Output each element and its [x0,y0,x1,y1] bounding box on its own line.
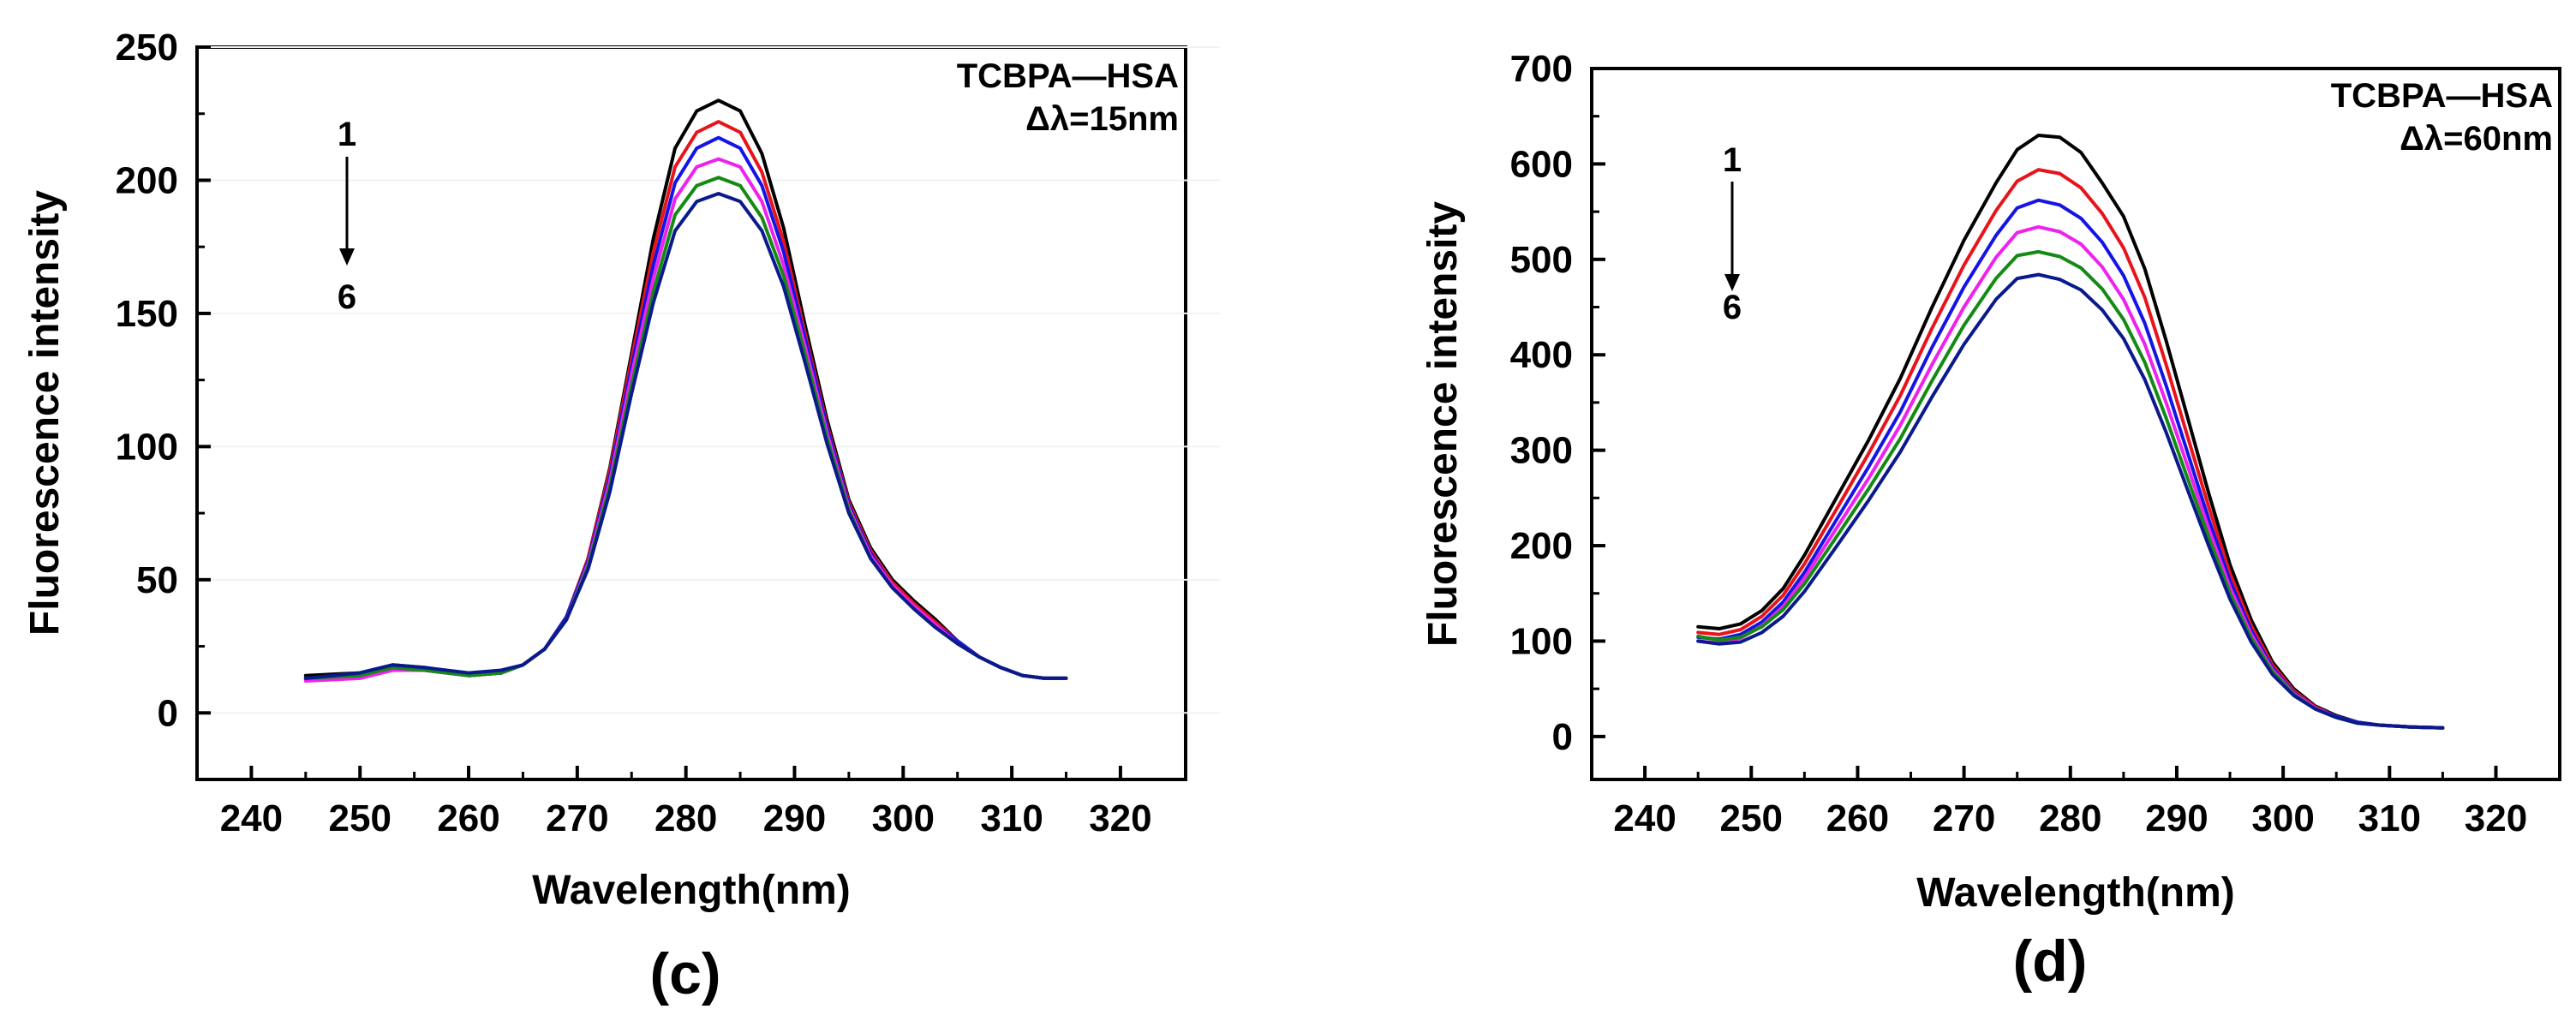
arrow-label-bottom: 6 [338,278,356,316]
series-line-5 [303,176,1068,680]
series-lines [303,99,1068,683]
annotation-title: TCBPA—HSA [2331,77,2553,115]
annotation-title: TCBPA—HSA [957,57,1179,95]
x-tick-label: 310 [980,797,1043,839]
y-tick-label: 700 [1510,48,1573,90]
x-tick-label: 260 [437,797,499,839]
x-tick-label: 250 [1720,797,1783,839]
series-line-2 [303,120,1068,680]
y-tick-label: 600 [1510,143,1573,185]
arrow-label-bottom: 6 [1723,289,1742,326]
y-tick-label: 250 [116,27,178,69]
x-axis-label: Wavelength(nm) [1916,870,2235,916]
panel-d: 240 250 260 270 280 290 300 310 320 0 100 200 300 40… [1420,48,2561,994]
y-tick-label: 300 [1510,430,1573,472]
series-line-2 [1696,168,2445,730]
series-lines [1696,134,2445,730]
y-axis-ticks: 0 50 100 150 200 250 [116,27,211,734]
y-tick-label: 50 [136,559,178,601]
x-tick-label: 250 [329,797,391,839]
arrow-label-top: 1 [1723,141,1742,179]
x-tick-label: 320 [1089,797,1151,839]
x-tick-label: 300 [872,797,935,839]
y-tick-label: 0 [1552,716,1573,758]
series-line-3 [1696,198,2445,730]
panel-label: (d) [2013,928,2088,994]
series-line-5 [1696,249,2445,730]
y-axis-label: Fluorescence intensity [1420,201,1466,647]
y-tick-label: 200 [1510,525,1573,567]
y-tick-label: 100 [1510,620,1573,662]
y-gridlines [197,46,1220,714]
x-tick-label: 300 [2251,797,2314,839]
x-tick-label: 320 [2465,797,2527,839]
series-line-1 [1696,134,2445,730]
y-axis-ticks: 0 100 200 300 400 500 600 700 [1510,48,1605,758]
annotation-delta: Δλ=15nm [1025,100,1179,138]
x-tick-label: 240 [1613,797,1676,839]
annotation-delta: Δλ=60nm [2400,120,2553,158]
x-tick-label: 280 [2039,797,2101,839]
y-tick-label: 200 [116,159,178,201]
y-tick-label: 500 [1510,239,1573,281]
y-axis-label: Fluorescence intensity [22,190,68,636]
y-tick-label: 400 [1510,334,1573,376]
series-line-4 [1696,224,2445,730]
series-line-6 [1696,272,2445,730]
series-line-4 [303,157,1068,683]
x-tick-label: 260 [1826,797,1889,839]
x-tick-label: 280 [654,797,717,839]
x-axis-ticks: 240 250 260 270 280 290 300 310 320 [1613,766,2527,839]
series-line-1 [303,99,1068,680]
x-tick-label: 270 [1933,797,1995,839]
arrow-label-top: 1 [338,116,356,153]
x-axis-ticks: 240 250 260 270 280 290 300 310 320 [220,766,1152,839]
x-axis-label: Wavelength(nm) [532,868,851,913]
y-tick-label: 0 [158,692,178,734]
y-tick-label: 150 [116,293,178,335]
plot-frame [1590,67,2561,781]
arrowhead-icon [1724,274,1740,291]
panel-c: 240 250 260 270 280 290 300 310 320 0 50 100 150 200… [22,27,1220,1006]
x-tick-label: 290 [2145,797,2208,839]
y-tick-label: 100 [116,426,178,468]
series-line-6 [303,192,1068,680]
x-tick-label: 290 [763,797,826,839]
arrowhead-icon [339,248,355,266]
x-tick-label: 310 [2358,797,2421,839]
panel-label: (c) [649,941,720,1006]
x-tick-label: 270 [546,797,608,839]
x-tick-label: 240 [220,797,283,839]
